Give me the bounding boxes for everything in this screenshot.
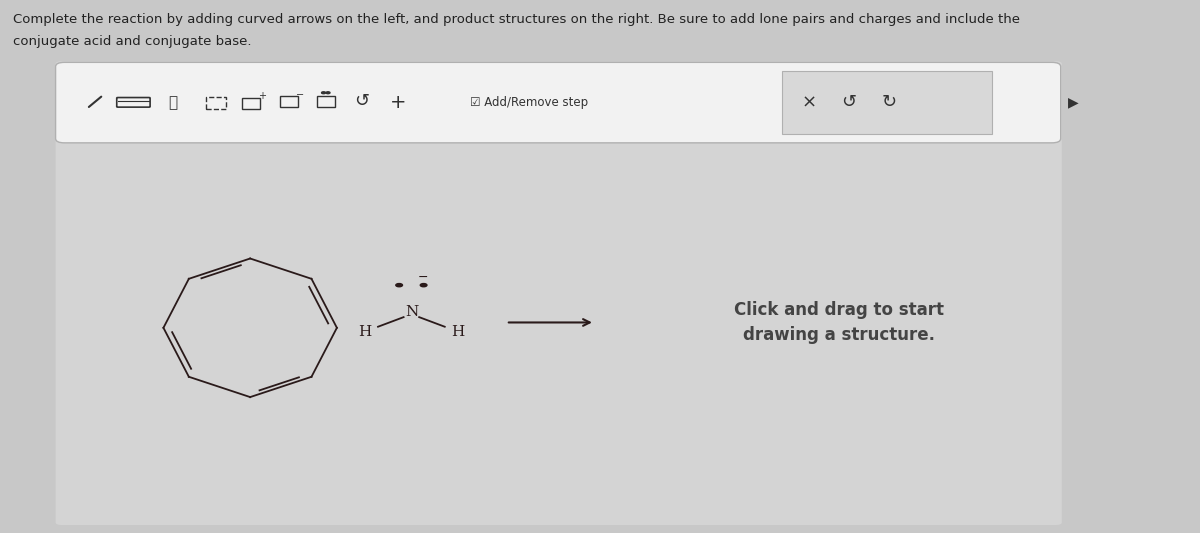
Text: −: − xyxy=(418,271,427,284)
Circle shape xyxy=(420,284,427,287)
Bar xyxy=(280,96,298,107)
Text: Complete the reaction by adding curved arrows on the left, and product structure: Complete the reaction by adding curved a… xyxy=(13,13,1020,26)
Text: ✋: ✋ xyxy=(168,95,176,110)
Text: H: H xyxy=(451,325,464,339)
Text: H: H xyxy=(358,325,371,339)
Bar xyxy=(242,98,260,109)
FancyBboxPatch shape xyxy=(55,62,1061,143)
Text: +: + xyxy=(258,91,266,101)
FancyBboxPatch shape xyxy=(55,61,1062,525)
FancyBboxPatch shape xyxy=(781,71,991,134)
Text: Click and drag to start
drawing a structure.: Click and drag to start drawing a struct… xyxy=(734,301,944,344)
Text: conjugate acid and conjugate base.: conjugate acid and conjugate base. xyxy=(13,35,252,47)
Text: N: N xyxy=(404,305,418,319)
Circle shape xyxy=(326,92,330,94)
Text: ↻: ↻ xyxy=(882,93,898,111)
Text: ↺: ↺ xyxy=(841,93,856,111)
Circle shape xyxy=(322,92,325,94)
Text: ☑ Add/Remove step: ☑ Add/Remove step xyxy=(470,96,588,109)
Text: ×: × xyxy=(802,93,817,111)
Bar xyxy=(317,96,335,107)
Text: ▶: ▶ xyxy=(1068,95,1079,109)
Circle shape xyxy=(396,284,402,287)
Bar xyxy=(205,97,226,109)
Text: +: + xyxy=(390,93,407,112)
Text: ↺: ↺ xyxy=(354,92,368,110)
Text: −: − xyxy=(296,90,305,100)
